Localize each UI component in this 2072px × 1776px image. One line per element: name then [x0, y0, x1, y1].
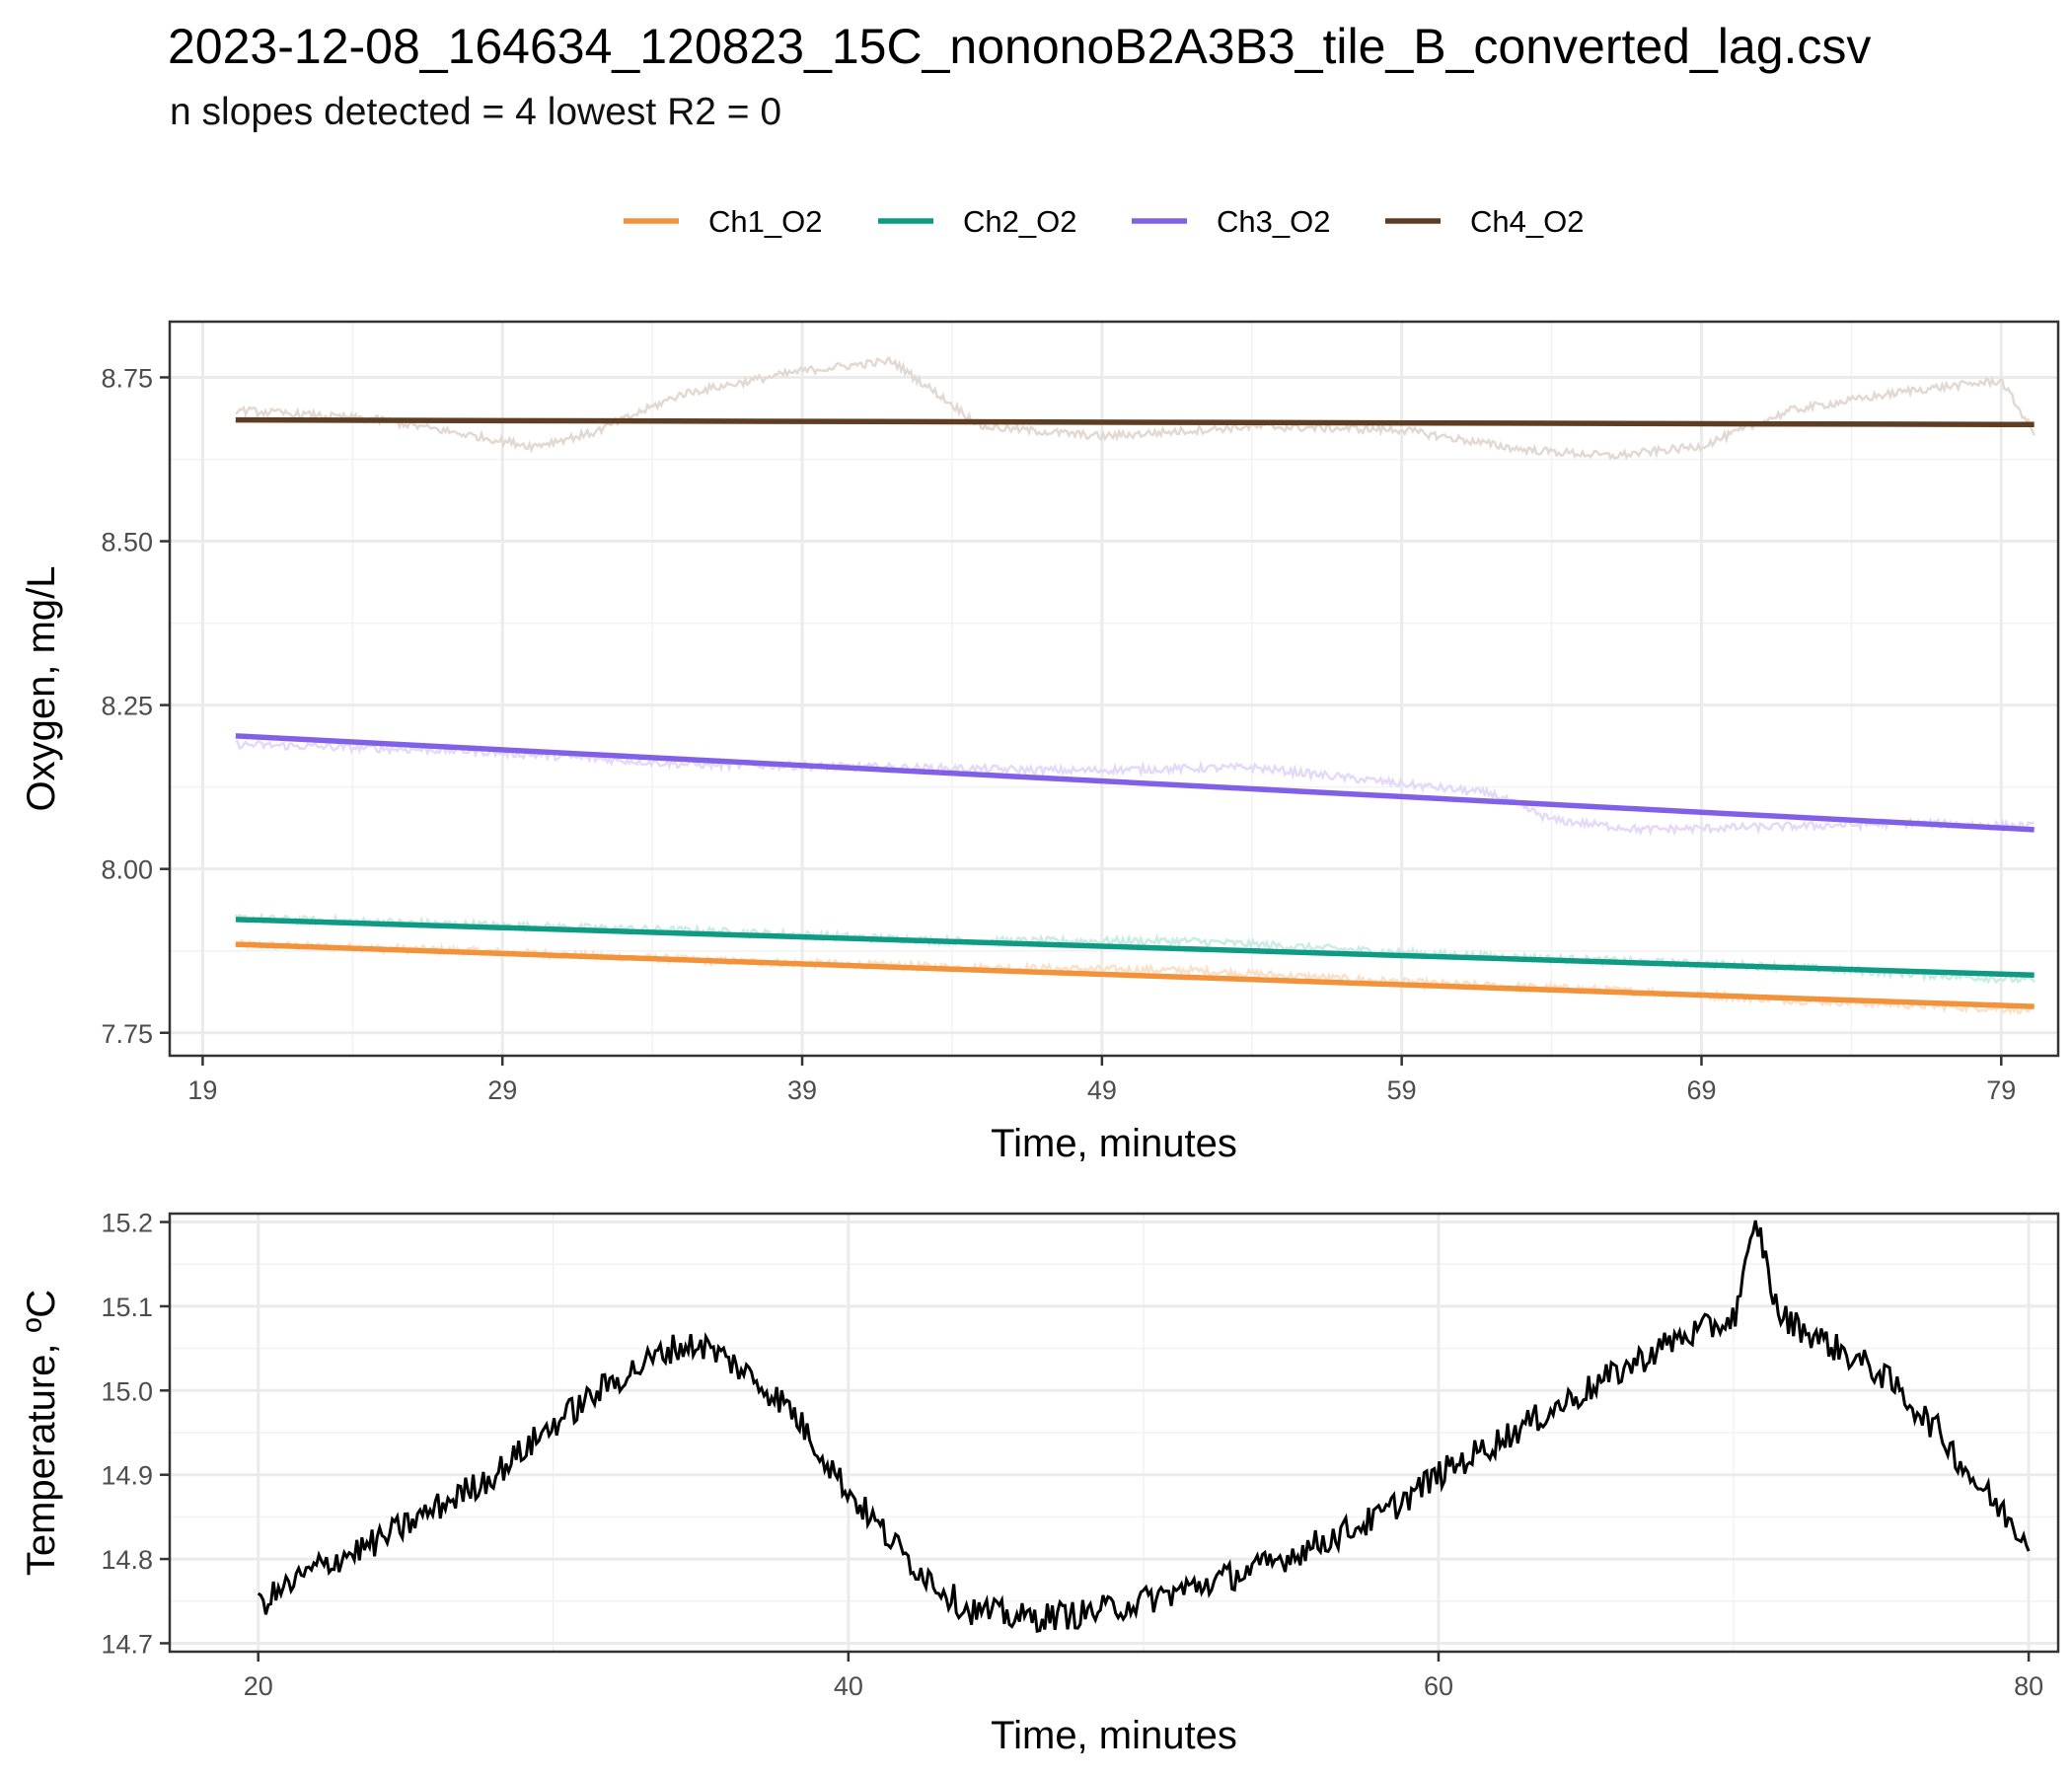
legend-item-Ch2_O2: Ch2_O2	[878, 204, 1076, 239]
x-tick-label: 60	[1424, 1671, 1453, 1701]
y-tick-label: 15.0	[101, 1376, 153, 1406]
temperature-panel: 20 40 60 80 14.7 14.8 14.9 15.0 15.1 15.2 Time, mi…	[20, 1209, 2060, 1757]
plot-background	[170, 322, 2058, 1056]
raw-signal-Ch3_O2	[235, 739, 2035, 837]
fit-line-Ch3_O2	[235, 733, 2035, 833]
oxygen-panel: 19 29 39 49 59 69 79 7.75 8.00 8.25 8.50 8.75 Time, …	[20, 320, 2060, 1165]
raw-signal-Ch4_O2	[235, 355, 2035, 461]
legend: Ch1_O2 Ch2_O2 Ch3_O2 Ch4_O2	[624, 204, 1584, 239]
y-tick-label: 14.7	[101, 1629, 153, 1659]
x-axis-label: Time, minutes	[991, 1714, 1237, 1757]
x-tick-label: 29	[487, 1075, 517, 1105]
x-tick-label: 39	[787, 1075, 817, 1105]
panel-border	[168, 1212, 2060, 1654]
y-tick-label: 8.75	[101, 363, 153, 393]
legend-item-Ch3_O2: Ch3_O2	[1132, 204, 1330, 239]
panel-border	[168, 320, 2060, 1058]
legend-item-Ch1_O2: Ch1_O2	[624, 204, 822, 239]
y-tick-label: 8.50	[101, 528, 153, 557]
x-tick-label: 19	[187, 1075, 217, 1105]
x-tick-label: 20	[244, 1671, 273, 1701]
x-tick-label: 49	[1087, 1075, 1117, 1105]
legend-label: Ch1_O2	[708, 204, 822, 239]
y-tick-label: 8.25	[101, 692, 153, 721]
legend-item-Ch4_O2: Ch4_O2	[1385, 204, 1584, 239]
y-axis-label: Temperature, ºC	[20, 1290, 63, 1576]
fit-line-Ch1_O2	[235, 941, 2035, 1009]
y-tick-label: 15.2	[101, 1209, 153, 1238]
x-tick-label: 40	[834, 1671, 863, 1701]
chart-title: 2023-12-08_164634_120823_15C_nononoB2A3B…	[168, 19, 1872, 74]
legend-label: Ch2_O2	[963, 204, 1076, 239]
temperature-line	[257, 1220, 2031, 1634]
x-tick-label: 59	[1387, 1075, 1417, 1105]
y-tick-label: 8.00	[101, 855, 153, 885]
y-tick-label: 7.75	[101, 1019, 153, 1049]
y-tick-label: 14.9	[101, 1461, 153, 1491]
x-tick-label: 79	[1986, 1075, 2016, 1105]
fit-line-Ch2_O2	[235, 917, 2035, 979]
x-tick-label: 69	[1686, 1075, 1716, 1105]
y-tick-label: 15.1	[101, 1293, 153, 1322]
chart-subtitle: n slopes detected = 4 lowest R2 = 0	[170, 91, 782, 133]
x-tick-label: 80	[2014, 1671, 2043, 1701]
legend-label: Ch3_O2	[1217, 204, 1330, 239]
legend-label: Ch4_O2	[1470, 204, 1584, 239]
y-axis-label: Oxygen, mg/L	[20, 565, 63, 811]
fit-line-Ch4_O2	[235, 416, 2035, 428]
y-tick-label: 14.8	[101, 1545, 153, 1575]
x-axis-label: Time, minutes	[991, 1122, 1237, 1165]
